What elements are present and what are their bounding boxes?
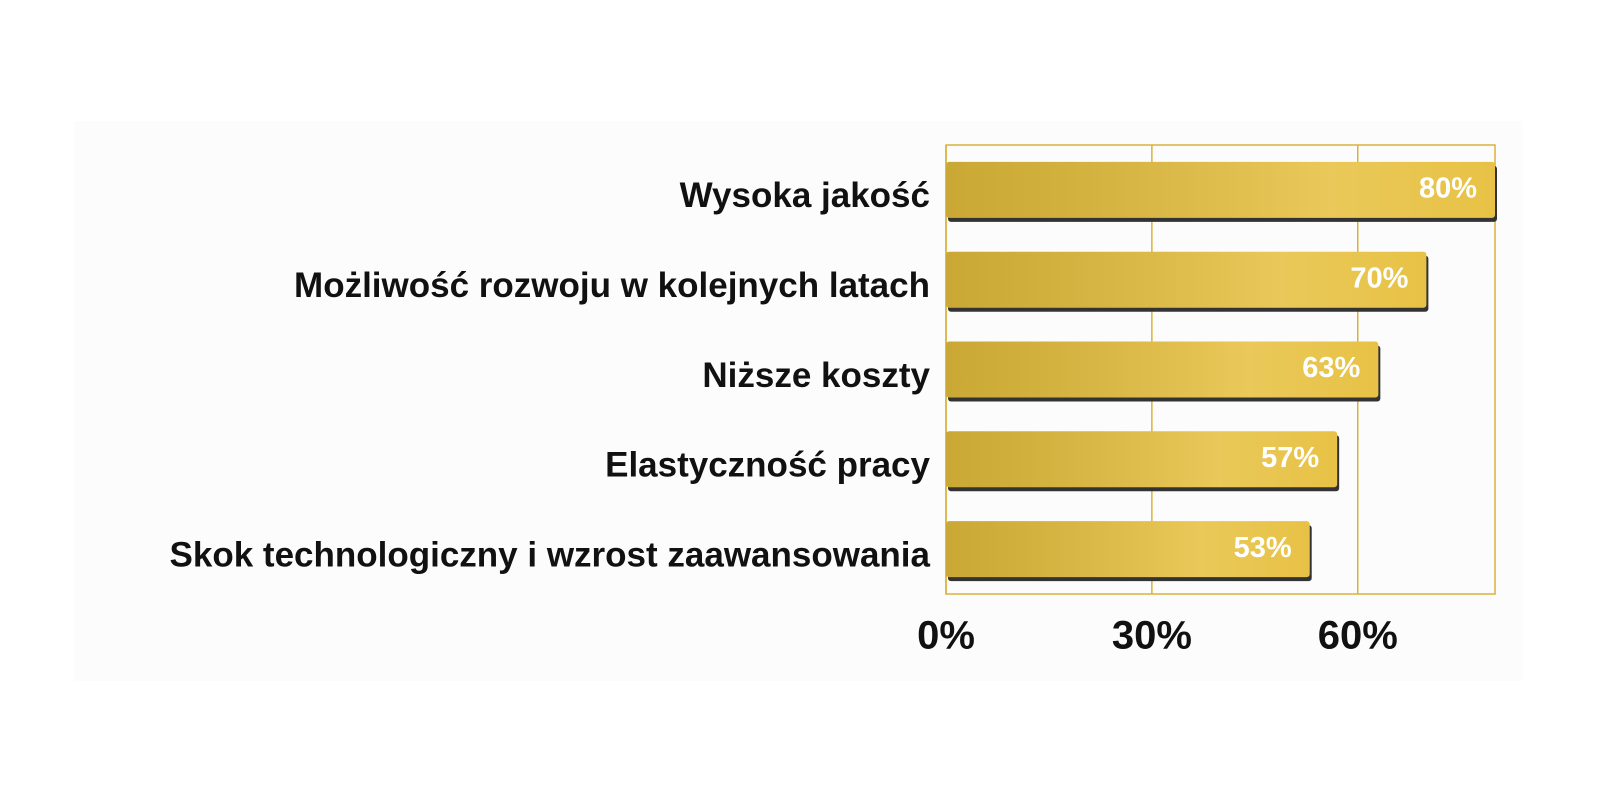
y-tick-label: Możliwość rozwoju w kolejnych latach — [294, 266, 930, 305]
value-label: 70% — [1350, 262, 1408, 294]
bar-shine — [946, 251, 1427, 308]
bar-shine — [946, 341, 1379, 398]
y-tick-label: Niższe koszty — [702, 356, 930, 395]
bar-shine — [946, 431, 1338, 488]
y-tick-label: Elastyczność pracy — [605, 446, 930, 485]
y-tick-label: Wysoka jakość — [680, 176, 930, 215]
y-tick-label: Skok technologiczny i wzrost zaawansowan… — [170, 535, 931, 574]
value-label: 80% — [1419, 173, 1477, 205]
value-label: 53% — [1234, 532, 1292, 564]
x-tick-label: 0% — [917, 614, 975, 658]
value-label: 57% — [1261, 442, 1319, 474]
x-tick-label: 30% — [1112, 614, 1192, 658]
x-tick-label: 60% — [1318, 614, 1398, 658]
bar-shine — [946, 521, 1310, 578]
value-label: 63% — [1302, 352, 1360, 384]
bar-shine — [946, 161, 1495, 218]
